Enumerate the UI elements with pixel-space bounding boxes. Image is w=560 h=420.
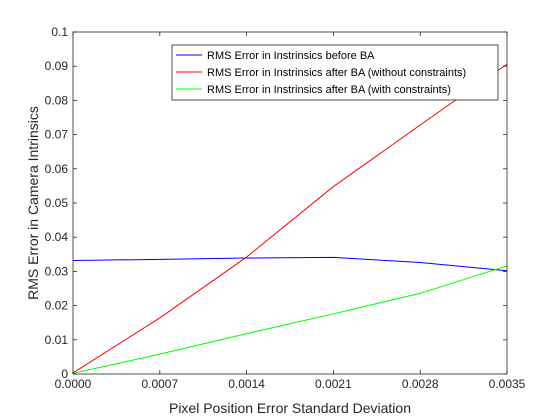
legend: RMS Error in Instrinsics before BA RMS Er… <box>171 44 499 101</box>
legend-label-3: RMS Error in Instrinsics after BA (with … <box>207 84 451 96</box>
y-tick-label: 0.06 <box>45 162 69 176</box>
y-tick-label: 0.04 <box>45 230 69 244</box>
x-tick-label: 0.0014 <box>228 377 265 391</box>
y-tick-label: 0.1 <box>51 25 68 39</box>
y-tick-label: 0.09 <box>45 59 69 73</box>
series-line-3 <box>72 265 508 374</box>
x-tick-label: 0.0007 <box>141 377 178 391</box>
y-tick-label: 0.02 <box>45 299 69 313</box>
x-tick-label: 0.0000 <box>55 377 92 391</box>
x-axis-title: Pixel Position Error Standard Deviation <box>169 400 411 416</box>
ticks-layer: 0.0000 0.0007 0.0014 0.0021 0.0028 0.0035 0 0.0… <box>45 25 526 391</box>
y-tick-label: 0.01 <box>45 333 69 347</box>
y-tick-label: 0.07 <box>45 128 69 142</box>
y-tick-label: 0.05 <box>45 196 69 210</box>
x-tick-label: 0.0035 <box>489 377 526 391</box>
x-tick-label: 0.0028 <box>402 377 439 391</box>
y-tick-label: 0.03 <box>45 264 69 278</box>
y-tick-label: 0.08 <box>45 93 69 107</box>
x-tick-label: 0.0021 <box>315 377 352 391</box>
series-line-1 <box>72 256 508 272</box>
legend-box <box>171 44 499 101</box>
series-line-2 <box>72 63 508 374</box>
legend-label-1: RMS Error in Instrinsics before BA <box>207 50 375 62</box>
y-tick-label: 0 <box>61 367 68 381</box>
y-axis-title: RMS Error in Camera Intrinsics <box>25 106 41 300</box>
series-layer <box>72 63 508 374</box>
legend-label-2: RMS Error in Instrinsics after BA (witho… <box>207 67 466 79</box>
